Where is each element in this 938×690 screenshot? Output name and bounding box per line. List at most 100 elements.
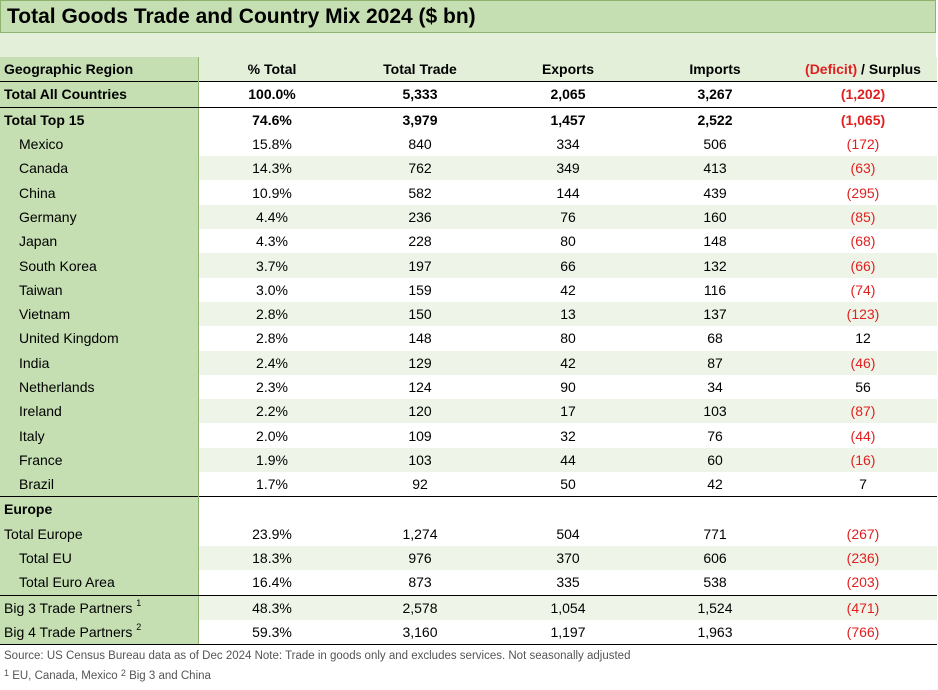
cell-region: Italy — [0, 423, 199, 448]
cell-exports: 32 — [560, 427, 576, 444]
trade-table: Geographic Region % Total Total Trade Ex… — [0, 57, 937, 646]
row-label: Big 4 Trade Partners — [4, 623, 133, 640]
cell-total: 129 — [345, 350, 495, 375]
row-country: Canada 14.3% 762 349 413 (63) — [0, 156, 937, 181]
cell-total: 150 — [345, 301, 495, 327]
cell-imports: 1,963 — [641, 619, 789, 646]
cell-exports: 13 — [495, 301, 641, 327]
cell-total: 1,274 — [402, 525, 438, 542]
cell-pct: 1.9% — [198, 447, 345, 473]
cell-exports: 50 — [560, 476, 576, 493]
cell-pct: 10.9% — [252, 184, 292, 201]
cell-exports: 1,457 — [550, 111, 586, 128]
empty-cell — [345, 496, 495, 522]
cell-exports: 1,054 — [495, 594, 641, 620]
cell-total: 582 — [408, 184, 432, 201]
empty-cell — [641, 496, 789, 522]
cell-pct: 14.3% — [198, 156, 345, 181]
cell-region: Canada — [0, 156, 199, 181]
row-country: Japan 4.3% 228 80 148 (68) — [0, 229, 937, 254]
cell-imports: 771 — [703, 525, 727, 542]
cell-pct: 23.9% — [252, 525, 292, 542]
cell-exports: 335 — [495, 570, 641, 596]
cell-balance: (236) — [789, 545, 937, 571]
cell-exports: 42 — [495, 350, 641, 375]
cell-balance: 56 — [855, 379, 871, 395]
cell-region: Vietnam — [0, 301, 199, 327]
header-exports: Exports — [495, 57, 641, 82]
footnote-ref: 1 — [136, 597, 142, 608]
cell-imports: 1,524 — [641, 594, 789, 620]
header-spacer — [0, 33, 936, 57]
header-pct: % Total — [198, 57, 345, 82]
cell-region: India — [0, 350, 199, 375]
cell-imports: 34 — [707, 379, 723, 395]
cell-total: 92 — [412, 476, 428, 493]
cell-exports: 44 — [495, 447, 641, 473]
cell-total: 840 — [408, 136, 432, 153]
cell-total: 120 — [345, 399, 495, 424]
cell-region: Netherlands — [0, 374, 199, 400]
row-europe: Total EU 18.3% 976 370 606 (236) — [0, 545, 937, 571]
cell-region: Total Europe — [0, 521, 199, 546]
cell-imports: 413 — [641, 156, 789, 181]
cell-imports: 506 — [703, 136, 727, 153]
cell-imports: 3,267 — [641, 81, 789, 108]
cell-total: 236 — [345, 204, 495, 230]
cell-exports: 144 — [556, 184, 580, 201]
header-imports: Imports — [641, 57, 789, 82]
cell-total: 228 — [408, 233, 432, 250]
header-balance: (Deficit) / Surplus — [789, 57, 937, 82]
cell-pct: 2.0% — [256, 427, 288, 444]
footnote-1: EU, Canada, Mexico — [9, 670, 121, 682]
cell-imports: 538 — [641, 570, 789, 596]
header-row: Geographic Region % Total Total Trade Ex… — [0, 57, 937, 82]
cell-pct: 2.3% — [256, 379, 288, 395]
row-country: Netherlands 2.3% 124 90 34 56 — [0, 374, 937, 400]
cell-imports: 60 — [641, 447, 789, 473]
row-country: Taiwan 3.0% 159 42 116 (74) — [0, 277, 937, 302]
cell-exports: 370 — [495, 545, 641, 571]
cell-total: 159 — [408, 281, 432, 298]
cell-pct: 15.8% — [252, 136, 292, 153]
cell-balance: (766) — [789, 619, 937, 646]
cell-total: 3,160 — [345, 619, 495, 646]
row-europe-label: Europe — [0, 496, 937, 522]
cell-total: 109 — [408, 427, 432, 444]
cell-total: 2,578 — [345, 594, 495, 620]
cell-balance: (1,065) — [840, 111, 886, 128]
cell-total: 5,333 — [345, 81, 495, 108]
cell-imports: 148 — [703, 233, 727, 250]
cell-total: 3,979 — [402, 111, 438, 128]
row-europe: Total Europe 23.9% 1,274 504 771 (267) — [0, 521, 937, 546]
cell-region: Big 4 Trade Partners 2 — [0, 619, 199, 646]
row-country: India 2.4% 129 42 87 (46) — [0, 350, 937, 375]
header-surplus: / Surplus — [857, 61, 921, 78]
cell-total: 762 — [345, 156, 495, 181]
cell-pct: 48.3% — [198, 594, 345, 620]
row-country: China 10.9% 582 144 439 (295) — [0, 180, 937, 205]
header-deficit: (Deficit) — [805, 61, 858, 78]
table-title: Total Goods Trade and Country Mix 2024 (… — [7, 5, 476, 28]
cell-balance: (295) — [846, 184, 880, 201]
cell-balance: (87) — [789, 399, 937, 424]
cell-pct: 4.4% — [198, 204, 345, 230]
cell-balance: 7 — [859, 476, 867, 493]
empty-cell — [789, 496, 937, 522]
empty-cell — [198, 496, 345, 522]
cell-region: United Kingdom — [0, 326, 199, 351]
cell-pct: 2.8% — [256, 330, 288, 347]
cell-pct: 3.0% — [256, 281, 288, 298]
cell-balance: (66) — [789, 253, 937, 278]
row-country: South Korea 3.7% 197 66 132 (66) — [0, 253, 937, 278]
row-big4: Big 4 Trade Partners 2 59.3% 3,160 1,197 1,9… — [0, 619, 937, 646]
cell-imports: 160 — [641, 204, 789, 230]
europe-label: Europe — [0, 496, 199, 522]
cell-total: 197 — [345, 253, 495, 278]
cell-total: 124 — [408, 379, 432, 395]
row-all-countries: Total All Countries 100.0% 5,333 2,065 3,267… — [0, 81, 937, 108]
cell-exports: 1,197 — [495, 619, 641, 646]
cell-exports: 90 — [560, 379, 576, 395]
cell-exports: 2,065 — [495, 81, 641, 108]
row-country: Vietnam 2.8% 150 13 137 (123) — [0, 301, 937, 327]
